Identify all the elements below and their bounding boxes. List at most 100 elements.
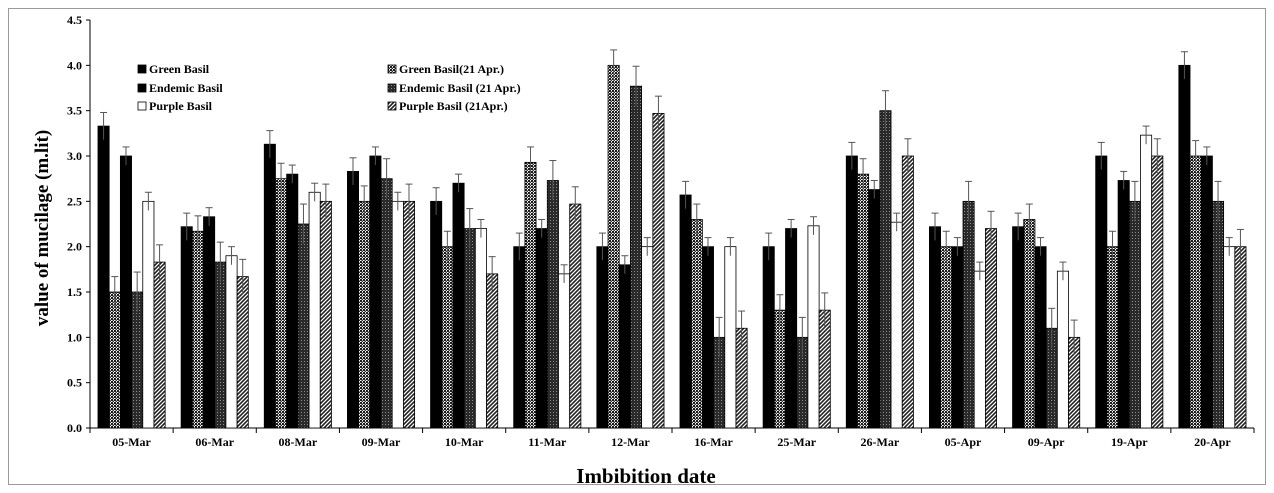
- bar: [951, 246, 964, 429]
- x-tick-label: 05-Apr: [945, 435, 982, 449]
- bar: [441, 246, 454, 429]
- bar: [391, 200, 404, 429]
- x-tick-label: 12-Mar: [611, 435, 650, 449]
- bar: [1023, 219, 1036, 429]
- legend: Green Basil Green Basil(21 Apr.) Endemic B…: [137, 62, 521, 113]
- bar: [929, 226, 942, 429]
- y-tick-label: 3.0: [67, 149, 82, 163]
- bar: [119, 155, 132, 429]
- bar: [535, 228, 548, 429]
- bar: [596, 246, 609, 429]
- bar: [236, 276, 249, 429]
- legend-entry-label: Green Basil: [149, 62, 210, 76]
- bar: [346, 171, 359, 429]
- bar: [1106, 246, 1119, 429]
- bar: [724, 246, 737, 429]
- bar: [474, 228, 487, 429]
- bar: [1200, 155, 1213, 429]
- y-tick-label: 2.5: [67, 194, 82, 208]
- bar: [1012, 226, 1025, 429]
- bar: [1117, 180, 1130, 429]
- bar: [308, 191, 321, 429]
- bar: [868, 189, 881, 429]
- bar: [690, 219, 703, 429]
- y-tick-label: 4.0: [67, 58, 82, 72]
- y-tick-label: 1.5: [67, 285, 82, 299]
- bar: [369, 155, 382, 429]
- bar: [973, 270, 986, 429]
- legend-swatch: [387, 83, 397, 93]
- legend-entry-label: Endemic Basil: [149, 81, 223, 95]
- y-tick-label: 0.0: [67, 421, 82, 435]
- bar: [380, 178, 393, 429]
- bar: [1095, 155, 1108, 429]
- bar: [225, 255, 238, 429]
- bar: [97, 125, 110, 429]
- x-tick-label: 06-Mar: [195, 435, 234, 449]
- bar: [358, 200, 371, 429]
- x-tick-label: 20-Apr: [1194, 435, 1231, 449]
- bar: [785, 228, 798, 429]
- y-tick-label: 4.5: [67, 13, 82, 27]
- bar: [524, 161, 537, 429]
- bar: [430, 200, 443, 429]
- bar: [486, 273, 499, 429]
- bar: [191, 230, 204, 429]
- y-axis: 0.0 0.5 1.0 1.5 2.0 2.5 3.0 3.5 4.0 4.5: [67, 13, 91, 435]
- legend-entry-label: Purple Basil: [149, 99, 213, 113]
- legend-swatch: [137, 101, 147, 111]
- bar: [558, 273, 571, 429]
- bar: [180, 226, 193, 429]
- bar: [108, 291, 121, 429]
- legend-entry-label: Endemic Basil (21 Apr.): [399, 81, 521, 95]
- bar: [1212, 200, 1225, 429]
- bar: [630, 85, 643, 429]
- x-tick-label: 10-Mar: [445, 435, 484, 449]
- bar: [607, 64, 620, 429]
- x-axis: 05-Mar 06-Mar 08-Mar 09-Mar 10-Mar 11-Mar 12-M…: [89, 427, 1255, 449]
- bar: [807, 225, 820, 429]
- bar: [1189, 155, 1202, 429]
- bar: [890, 221, 903, 429]
- bar: [142, 200, 155, 429]
- y-tick-label: 0.5: [67, 376, 82, 390]
- bar: [297, 223, 310, 429]
- x-axis-title: Imbibition date: [576, 464, 715, 488]
- bar: [618, 264, 631, 429]
- bar: [452, 182, 465, 429]
- x-tick-label: 11-Mar: [528, 435, 567, 449]
- bar: [1128, 200, 1141, 429]
- bar: [1034, 246, 1047, 429]
- bar: [901, 155, 914, 429]
- y-axis-title: value of mucilage (m.lit): [32, 130, 53, 326]
- bar: [203, 216, 216, 429]
- x-tick-label: 26-Mar: [861, 435, 900, 449]
- bar: [879, 110, 892, 429]
- y-tick-label: 2.0: [67, 240, 82, 254]
- bar: [773, 309, 786, 429]
- bar: [263, 143, 276, 429]
- bar: [463, 228, 476, 429]
- bar: [1151, 155, 1164, 429]
- x-tick-label: 09-Mar: [362, 435, 401, 449]
- bar: [818, 309, 831, 429]
- bar: [286, 173, 299, 429]
- bar-series-group: [97, 64, 1247, 429]
- bar: [857, 173, 870, 429]
- x-tick-label: 16-Mar: [694, 435, 733, 449]
- bar: [1223, 246, 1236, 429]
- legend-entry-label: Green Basil(21 Apr.): [399, 62, 504, 76]
- bar: [985, 228, 998, 429]
- x-tick-label: 05-Mar: [112, 435, 151, 449]
- legend-swatch: [387, 64, 397, 74]
- bar: [569, 203, 582, 429]
- bar: [1178, 64, 1191, 429]
- bar: [1140, 134, 1153, 429]
- bar: [652, 112, 665, 429]
- bar: [513, 246, 526, 429]
- bar: [546, 180, 559, 429]
- bar: [701, 246, 714, 429]
- bar: [1234, 246, 1247, 429]
- legend-entry-label: Purple Basil (21Apr.): [399, 99, 508, 113]
